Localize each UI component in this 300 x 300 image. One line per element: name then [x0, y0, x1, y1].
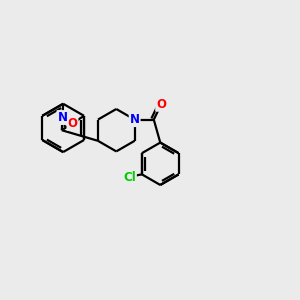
Text: Cl: Cl [123, 171, 136, 184]
Text: O: O [156, 98, 166, 111]
Text: N: N [58, 111, 68, 124]
Text: O: O [68, 117, 77, 130]
Text: N: N [130, 113, 140, 126]
